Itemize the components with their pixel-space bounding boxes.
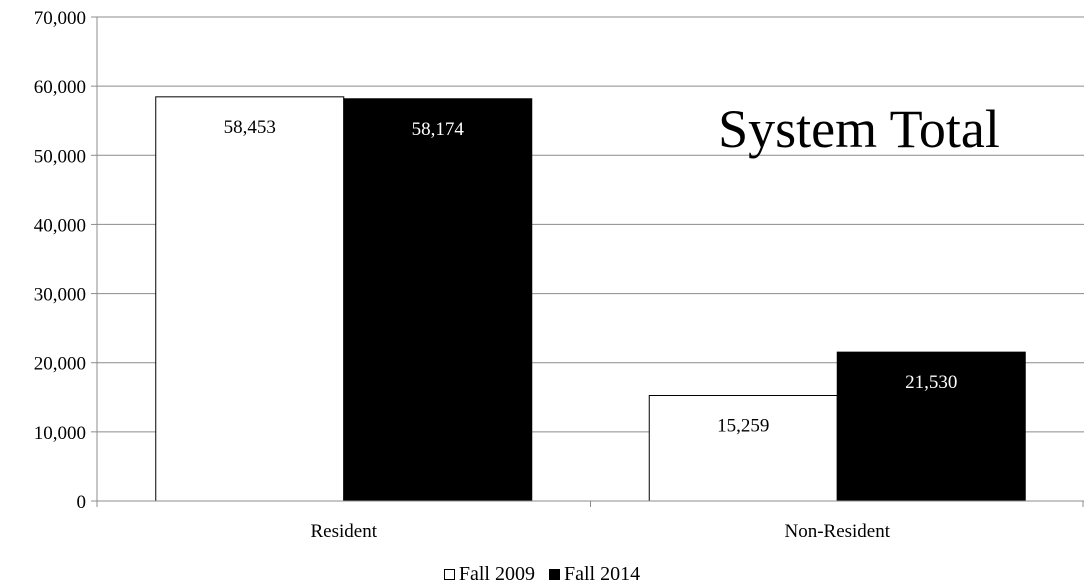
legend-swatch-fall-2014: [549, 568, 560, 580]
axes: 0 10,000 20,000 30,000 40,000 50,000 60,000 70,…: [34, 8, 1084, 542]
legend-item-fall-2014: Fall 2014: [549, 562, 640, 586]
bar-non-resident-fall-2014: [836, 351, 1026, 502]
bar-non-resident-fall-2009: [648, 394, 838, 502]
legend: Fall 2009 Fall 2014: [0, 562, 1084, 586]
bars: [155, 96, 1026, 502]
legend-label-fall-2009: Fall 2009: [458, 563, 535, 585]
data-label-resident-fall-2014: 58,174: [412, 119, 465, 140]
y-tick-label: 0: [77, 492, 87, 513]
x-tick-label: Non-Resident: [784, 521, 890, 542]
y-tick-label: 60,000: [34, 77, 86, 98]
y-tick-label: 20,000: [34, 354, 86, 375]
data-label-non-resident-fall-2014: 21,530: [905, 372, 957, 393]
y-tick-label: 30,000: [34, 285, 86, 306]
legend-item-fall-2009: Fall 2009: [443, 562, 535, 586]
data-label-non-resident-fall-2009: 15,259: [717, 415, 769, 436]
y-tick-label: 70,000: [34, 8, 86, 29]
x-tick-label: Resident: [311, 521, 378, 542]
data-label-resident-fall-2009: 58,453: [224, 117, 276, 138]
y-tick-label: 40,000: [34, 215, 86, 236]
chart-title: System Total: [718, 99, 1000, 159]
legend-label-fall-2014: Fall 2014: [564, 563, 641, 585]
y-tick-label: 10,000: [34, 423, 86, 444]
bar-resident-fall-2009: [155, 96, 345, 502]
data-labels: 58,453 58,174 15,259 21,530: [224, 117, 958, 437]
y-tick-label: 50,000: [34, 146, 86, 167]
legend-swatch-fall-2009: [443, 568, 455, 580]
bar-resident-fall-2014: [343, 98, 533, 502]
